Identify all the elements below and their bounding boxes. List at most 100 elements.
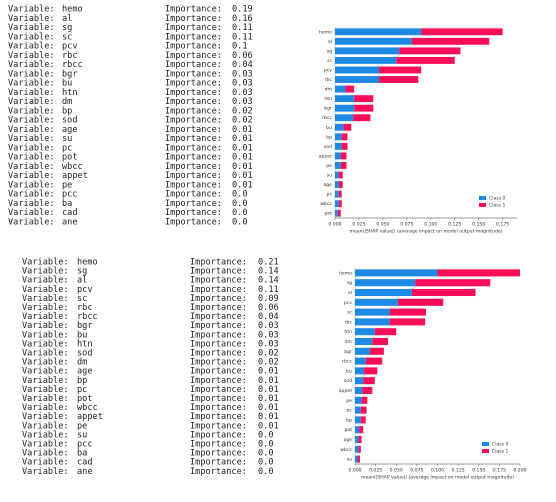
- variable-label: Variable:: [22, 267, 69, 277]
- variable-label: Variable:: [8, 162, 55, 172]
- bar-segment: [355, 269, 438, 277]
- bar-segment: [355, 337, 373, 346]
- variable-label: Variable:: [22, 321, 69, 331]
- variable-label: Variable:: [8, 32, 55, 42]
- x-tick-label: 0.150: [472, 222, 485, 228]
- variable-label: Variable:: [8, 106, 55, 116]
- y-tick-label: sod: [344, 378, 352, 384]
- y-tick-label: sg: [347, 281, 352, 286]
- importance-value: 0.02: [258, 349, 279, 359]
- importance-label: Importance:: [190, 430, 247, 440]
- y-tick-label: htn: [324, 96, 332, 102]
- variable-name: su: [77, 430, 87, 440]
- bar-segment: [355, 426, 360, 434]
- bar-segment: [335, 123, 344, 131]
- bar-segment: [355, 377, 364, 385]
- y-tick-label: appet: [319, 153, 332, 159]
- bar-segment: [335, 37, 412, 45]
- importance-label: Importance:: [190, 367, 247, 377]
- variable-name: sc: [77, 294, 87, 304]
- bar-segment: [335, 95, 355, 103]
- variable-label: Variable:: [22, 258, 69, 268]
- y-tick-label: rbcc: [322, 115, 332, 121]
- variable-name: pot: [77, 394, 93, 404]
- bar-segment: [358, 435, 362, 444]
- importance-label: Importance:: [190, 394, 247, 404]
- bar-segment: [360, 416, 366, 424]
- legend-label: Class 1: [489, 203, 506, 209]
- variable-name: bgr: [77, 321, 93, 331]
- variable-label: Variable:: [22, 449, 69, 459]
- importance-label: Importance:: [190, 358, 247, 368]
- bar-segment: [359, 426, 364, 434]
- variable-label: Variable:: [8, 199, 55, 209]
- variable-name: ba: [62, 199, 72, 209]
- bar-segment: [341, 142, 348, 150]
- y-tick-label: pc: [347, 409, 353, 414]
- bar-segment: [379, 76, 419, 83]
- x-tick-label: 0.100: [431, 468, 444, 474]
- y-tick-label: rbc: [345, 319, 353, 325]
- variable-name: sod: [62, 116, 78, 126]
- x-tick-label: 0.025: [369, 468, 382, 474]
- importance-value: 0.19: [232, 5, 253, 15]
- variable-name: appet: [62, 171, 88, 181]
- importance-label: Importance:: [190, 458, 247, 468]
- variable-name: bp: [62, 106, 72, 116]
- variable-label: Variable:: [22, 440, 69, 450]
- variable-name: wbcc: [77, 403, 98, 413]
- variable-name: cad: [62, 208, 78, 218]
- importance-value: 0.0: [258, 449, 274, 459]
- importance-value: 0.01: [232, 153, 253, 163]
- variable-label: Variable:: [22, 358, 69, 368]
- bar-segment: [355, 308, 390, 316]
- bar-segment: [389, 308, 426, 316]
- y-tick-label: al: [328, 39, 332, 45]
- bar-segment: [399, 47, 461, 55]
- importance-label: Importance:: [165, 143, 222, 153]
- importance-value: 0.0: [258, 467, 274, 477]
- bar-segment: [364, 367, 378, 375]
- importance-value: 0.01: [258, 385, 279, 395]
- importance-value: 0.03: [258, 321, 279, 331]
- importance-label: Importance:: [190, 276, 247, 286]
- bar-segment: [397, 298, 444, 306]
- importance-value: 0.0: [258, 430, 274, 440]
- bar-segment: [355, 298, 398, 306]
- variable-name: bp: [77, 376, 87, 386]
- variable-name: rbcc: [62, 60, 83, 70]
- importance-value: 0.01: [232, 125, 253, 135]
- y-tick-label: su: [347, 458, 352, 463]
- importance-label: Importance:: [165, 153, 222, 163]
- importance-value: 0.0: [232, 190, 248, 200]
- bar-segment: [355, 328, 375, 336]
- variable-name: rbcc: [77, 312, 98, 322]
- importance-value: 0.03: [258, 339, 279, 349]
- y-tick-label: pcv: [344, 301, 352, 306]
- bar-segment: [335, 28, 422, 36]
- y-tick-label: hemo: [339, 270, 352, 276]
- x-tick-label: 0.075: [400, 222, 413, 228]
- importance-label: Importance:: [190, 449, 247, 459]
- bar-segment: [374, 328, 397, 336]
- y-tick-label: rbc: [325, 77, 333, 83]
- bar-segment: [341, 133, 348, 141]
- importance-label: Importance:: [165, 14, 222, 24]
- variable-name: pc: [62, 143, 72, 153]
- importance-value: 0.01: [258, 376, 279, 386]
- bar-segment: [362, 386, 373, 395]
- bar-segment: [335, 190, 339, 198]
- importance-value: 0.02: [232, 106, 253, 116]
- variable-label: Variable:: [8, 171, 55, 181]
- importance-label: Importance:: [165, 23, 222, 33]
- importance-label: Importance:: [190, 349, 247, 359]
- importance-label: Importance:: [165, 190, 222, 200]
- importance-value: 0.01: [258, 403, 279, 413]
- x-tick-label: 0.125: [448, 222, 461, 228]
- variable-name: pc: [77, 385, 87, 395]
- bar-segment: [411, 288, 476, 297]
- y-tick-label: pot: [324, 211, 332, 217]
- y-tick-label: appet: [339, 388, 352, 394]
- variable-name: ane: [62, 217, 78, 227]
